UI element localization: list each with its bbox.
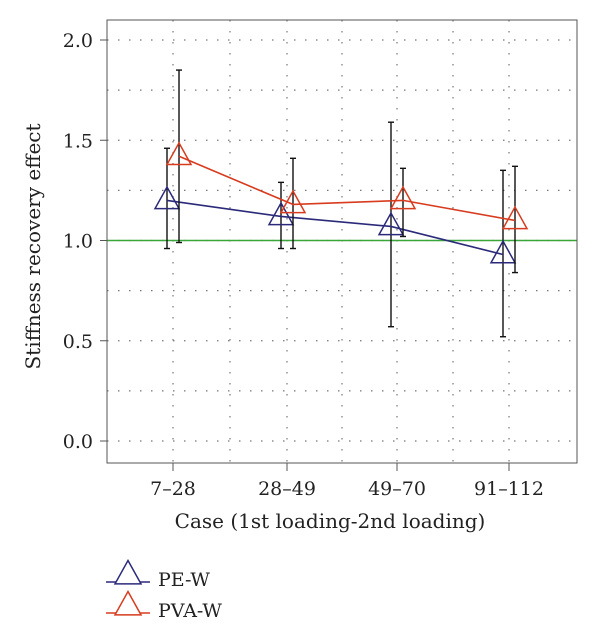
- y-tick-label-2: 1.0: [63, 231, 93, 253]
- data-point: [377, 211, 405, 236]
- legend-marker: [113, 558, 143, 585]
- data-point: [153, 185, 181, 210]
- error-bar: [512, 165, 518, 274]
- data-point: [165, 141, 193, 166]
- series-line: [178, 155, 516, 222]
- x-axis-ticks: 7–28 28–49 49–70 91–112: [150, 463, 544, 500]
- legend-item-pva-w: PVA-W: [106, 589, 222, 622]
- x-tick-label-3: 91–112: [474, 478, 544, 500]
- legend-item-pe-w: PE-W: [106, 558, 210, 591]
- x-axis-title: Case (1st loading-2nd loading): [175, 509, 486, 533]
- series-line: [166, 199, 504, 256]
- grid-lines: [107, 20, 577, 463]
- data-point: [501, 205, 529, 230]
- series-layer: [153, 69, 529, 338]
- y-axis-ticks: 0.0 0.5 1.0 1.5 2.0: [63, 30, 107, 453]
- data-point: [267, 201, 295, 226]
- y-tick-label-3: 1.5: [63, 130, 93, 152]
- x-tick-label-2: 49–70: [368, 478, 426, 500]
- legend-label: PE-W: [158, 569, 210, 591]
- legend-label: PVA-W: [158, 600, 222, 622]
- series-pe-w: [153, 121, 517, 338]
- y-tick-label-0: 0.0: [63, 431, 93, 453]
- legend: PE-W PVA-W: [106, 558, 222, 622]
- error-bar: [388, 121, 394, 328]
- series-pva-w: [165, 69, 529, 274]
- y-tick-label-1: 0.5: [63, 331, 93, 353]
- y-tick-label-4: 2.0: [63, 30, 93, 52]
- plot-area-frame: [106, 19, 578, 464]
- y-axis-title: Stiffness recovery effect: [21, 123, 45, 369]
- error-bar: [500, 169, 506, 338]
- error-bar: [278, 181, 284, 250]
- data-point: [389, 185, 417, 210]
- error-bar: [400, 167, 406, 238]
- legend-marker: [113, 589, 143, 616]
- x-tick-label-0: 7–28: [150, 478, 196, 500]
- x-tick-label-1: 28–49: [258, 478, 316, 500]
- error-bar: [290, 157, 296, 250]
- data-point: [279, 189, 307, 214]
- data-point: [489, 239, 517, 264]
